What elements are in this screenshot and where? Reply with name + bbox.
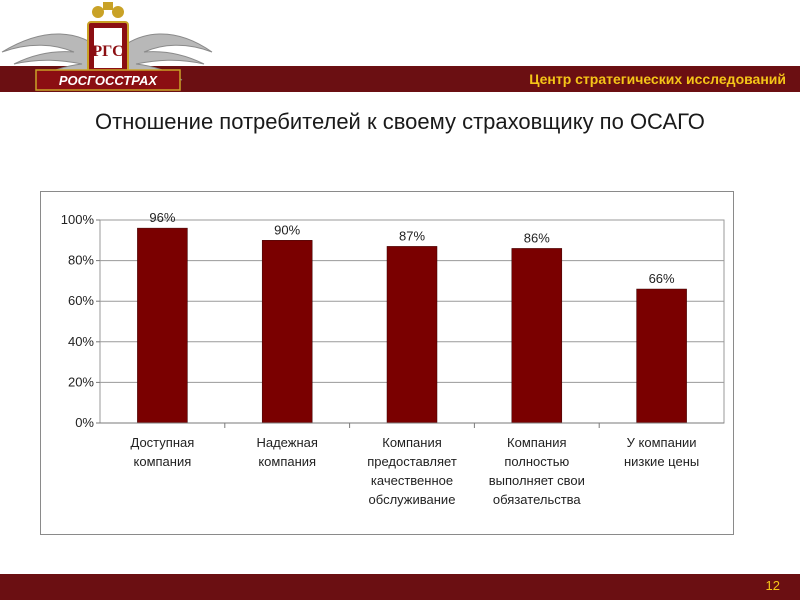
data-label: 87% (399, 228, 425, 243)
slide-title: Отношение потребителей к своему страховщ… (95, 109, 705, 134)
page-number: 12 (765, 578, 780, 593)
y-tick-label: 0% (75, 415, 94, 430)
bar (137, 227, 188, 424)
data-label: 66% (649, 271, 675, 286)
chart-frame: 0% 20% 40% 60% 80% 100% 96% Доступная компания 90… (40, 191, 734, 535)
bar (636, 288, 687, 424)
y-tick-label: 20% (68, 374, 94, 389)
logo-monogram: РГС (92, 43, 123, 60)
header-title: Центр стратегических исследований (529, 71, 786, 87)
eagle-emblem-icon: РГС (1, 2, 213, 81)
y-tick-label: 80% (68, 253, 94, 268)
x-tick-label: Компания предоставляет качественное обслужи… (367, 435, 457, 507)
bar (386, 246, 438, 424)
data-label: 86% (524, 230, 550, 245)
logo-wordmark: РОСГОССТРАХ (59, 73, 159, 88)
data-label: 96% (149, 210, 175, 225)
x-tick-label: Доступная компания (131, 435, 195, 469)
x-tick-label: Компания полностью выполняет свои обязатель… (489, 435, 585, 507)
company-logo: РГС РОСГОССТРАХ (1, 2, 213, 91)
data-label: 90% (274, 222, 300, 237)
bar (261, 240, 313, 424)
y-tick-label: 40% (68, 334, 94, 349)
bar-chart: 0% 20% 40% 60% 80% 100% 96% Доступная компания 90… (61, 210, 725, 507)
y-tick-label: 100% (61, 212, 95, 227)
footer-band (0, 574, 800, 600)
x-tick-label: У компании низкие цены (624, 435, 699, 469)
x-tick-label: Надежная компания (256, 435, 317, 469)
y-tick-label: 60% (68, 293, 94, 308)
bar (511, 248, 563, 424)
